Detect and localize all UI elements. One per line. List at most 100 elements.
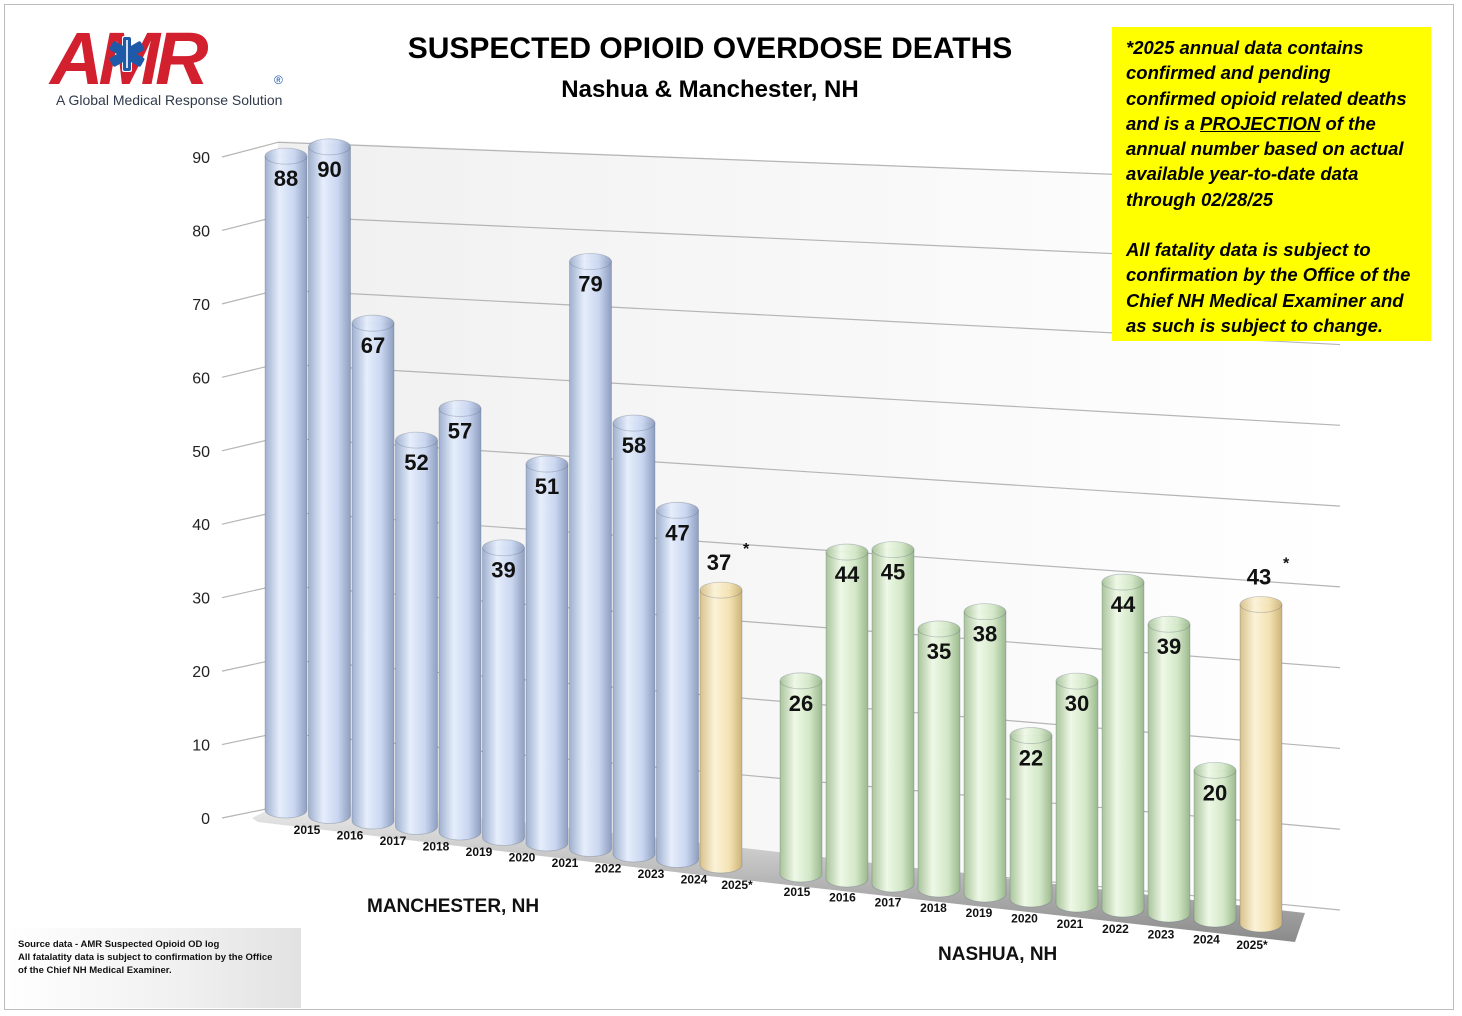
bar-cap [1009,727,1053,744]
bar-value-label: 44 [835,562,860,587]
bar-value-label: 30 [1065,691,1089,716]
source-line-2: All fatalatity data is subject to confir… [18,952,273,963]
bar-body [569,261,612,857]
bar-nashua-2023: 39 [1147,615,1191,923]
bar-cap [438,400,482,417]
y-tick-label: 50 [192,444,210,461]
bar-value-label: 20 [1203,780,1227,805]
bar-manchester-2024: 47 [656,501,699,868]
bar-value-label: 39 [491,558,515,583]
amr-logo: AMR ® A Global Medical Response Solution [48,22,298,122]
bar-body [917,628,961,898]
bar-value-label: 90 [317,157,341,182]
x-tick-label: 2021 [1057,917,1084,931]
x-tick-label: 2015 [294,823,321,837]
bar-value-label: 22 [1019,746,1043,771]
bar-cap [351,314,395,332]
bar-manchester-2025-projected: 37 * [699,541,750,874]
x-tick-label: 2023 [1148,927,1175,941]
bar-cap [1101,573,1145,591]
projection-marker: * [743,541,750,558]
x-tick-label: 2019 [966,906,993,920]
bar-nashua-2022: 44 [1101,573,1145,918]
bar-manchester-2017: 67 [351,314,395,830]
bar-nashua-2016: 44 [825,543,869,888]
y-axis: 0 10 20 30 40 50 60 70 80 90 [192,150,210,828]
bar-manchester-2018: 52 [395,431,438,835]
x-axis-labels: 2015 2016 2017 2018 2019 2020 2021 2022 2023 2024… [294,823,1268,952]
x-tick-label: 2024 [681,873,708,887]
bar-body [656,509,699,868]
x-tick-label: 2019 [466,845,493,859]
chart-title: SUSPECTED OPIOID OVERDOSE DEATHS [407,32,1013,65]
projection-note: *2025 annual data contains confirmed and… [1112,27,1431,341]
note-projection-emphasis: PROJECTION [1200,112,1321,134]
bar-manchester-2023: 58 [612,414,656,863]
bar-value-label: 47 [665,520,689,545]
x-tick-label: 2022 [1102,922,1129,936]
x-tick-label: 2018 [920,901,947,915]
bar-manchester-2015: 88 [264,147,308,819]
bar-value-label: 37 [707,550,731,575]
bar-value-label: 57 [448,418,472,443]
bar-cap [612,414,656,432]
bar-value-label: 51 [535,474,559,499]
bar-body [308,146,351,824]
group-label-nashua: NASHUA, NH [938,944,1057,965]
y-tick-label: 60 [192,370,210,387]
bar-nashua-2020: 22 [1009,727,1053,908]
bar-value-label: 26 [789,691,813,716]
x-tick-label: 2022 [595,862,622,876]
bar-cap [525,455,569,473]
bar-cap [1193,762,1237,779]
bar-body [1009,735,1053,908]
y-tick-label: 10 [192,738,210,755]
y-tick-label: 0 [201,811,210,828]
bar-cap [482,539,525,557]
x-tick-label: 2020 [1011,912,1038,926]
bar-value-label: 52 [404,450,428,475]
chart-subtitle: Nashua & Manchester, NH [561,76,859,103]
projection-marker: * [1283,556,1290,573]
bar-value-label: 58 [622,433,646,458]
bar-value-label: 38 [973,622,997,647]
bar-body [1239,604,1283,933]
bar-cap [699,581,743,599]
y-tick-label: 80 [192,223,210,240]
x-tick-label: 2017 [875,896,902,910]
bar-nashua-2018: 35 [917,620,961,898]
x-tick-label: 2017 [380,834,407,848]
bar-cap [395,431,438,449]
bar-manchester-2022: 79 [569,253,612,857]
bar-value-label: 67 [361,333,385,358]
bar-value-label: 79 [578,272,602,297]
source-line-1: Source data - AMR Suspected Opioid OD lo… [18,939,220,950]
chart-bars: 88 90 67 52 57 39 51 79 58 47 37 * 26 44 45 35 38 22 30 44 3… [264,138,1290,933]
bar-value-label: 39 [1157,634,1181,659]
bar-cap [871,541,915,559]
bar-body [871,549,915,893]
note-paragraph-1: *2025 annual data contains confirmed and… [1126,35,1419,212]
bar-cap [1055,672,1099,690]
x-tick-label: 2021 [552,856,579,870]
bar-cap [1147,615,1191,633]
bar-cap [963,603,1007,621]
gridline-90 [221,141,1341,184]
chart-frame [4,4,1454,1010]
bar-cap [779,672,823,690]
bar-nashua-2017: 45 [871,541,915,893]
bar-manchester-2020: 39 [482,539,525,846]
bar-body [264,155,308,819]
bar-cap [308,138,351,156]
bar-nashua-2021: 30 [1055,672,1099,913]
x-tick-label: 2023 [638,867,665,881]
bar-body [612,422,656,863]
x-tick-label: 2016 [337,829,364,843]
bar-body [482,547,525,846]
bar-value-label: 44 [1111,592,1136,617]
x-tick-label: 2015 [784,885,811,899]
amr-logo-mark: AMR ® [48,22,283,94]
logo-registered: ® [274,73,283,87]
bar-manchester-2019: 57 [438,400,482,841]
